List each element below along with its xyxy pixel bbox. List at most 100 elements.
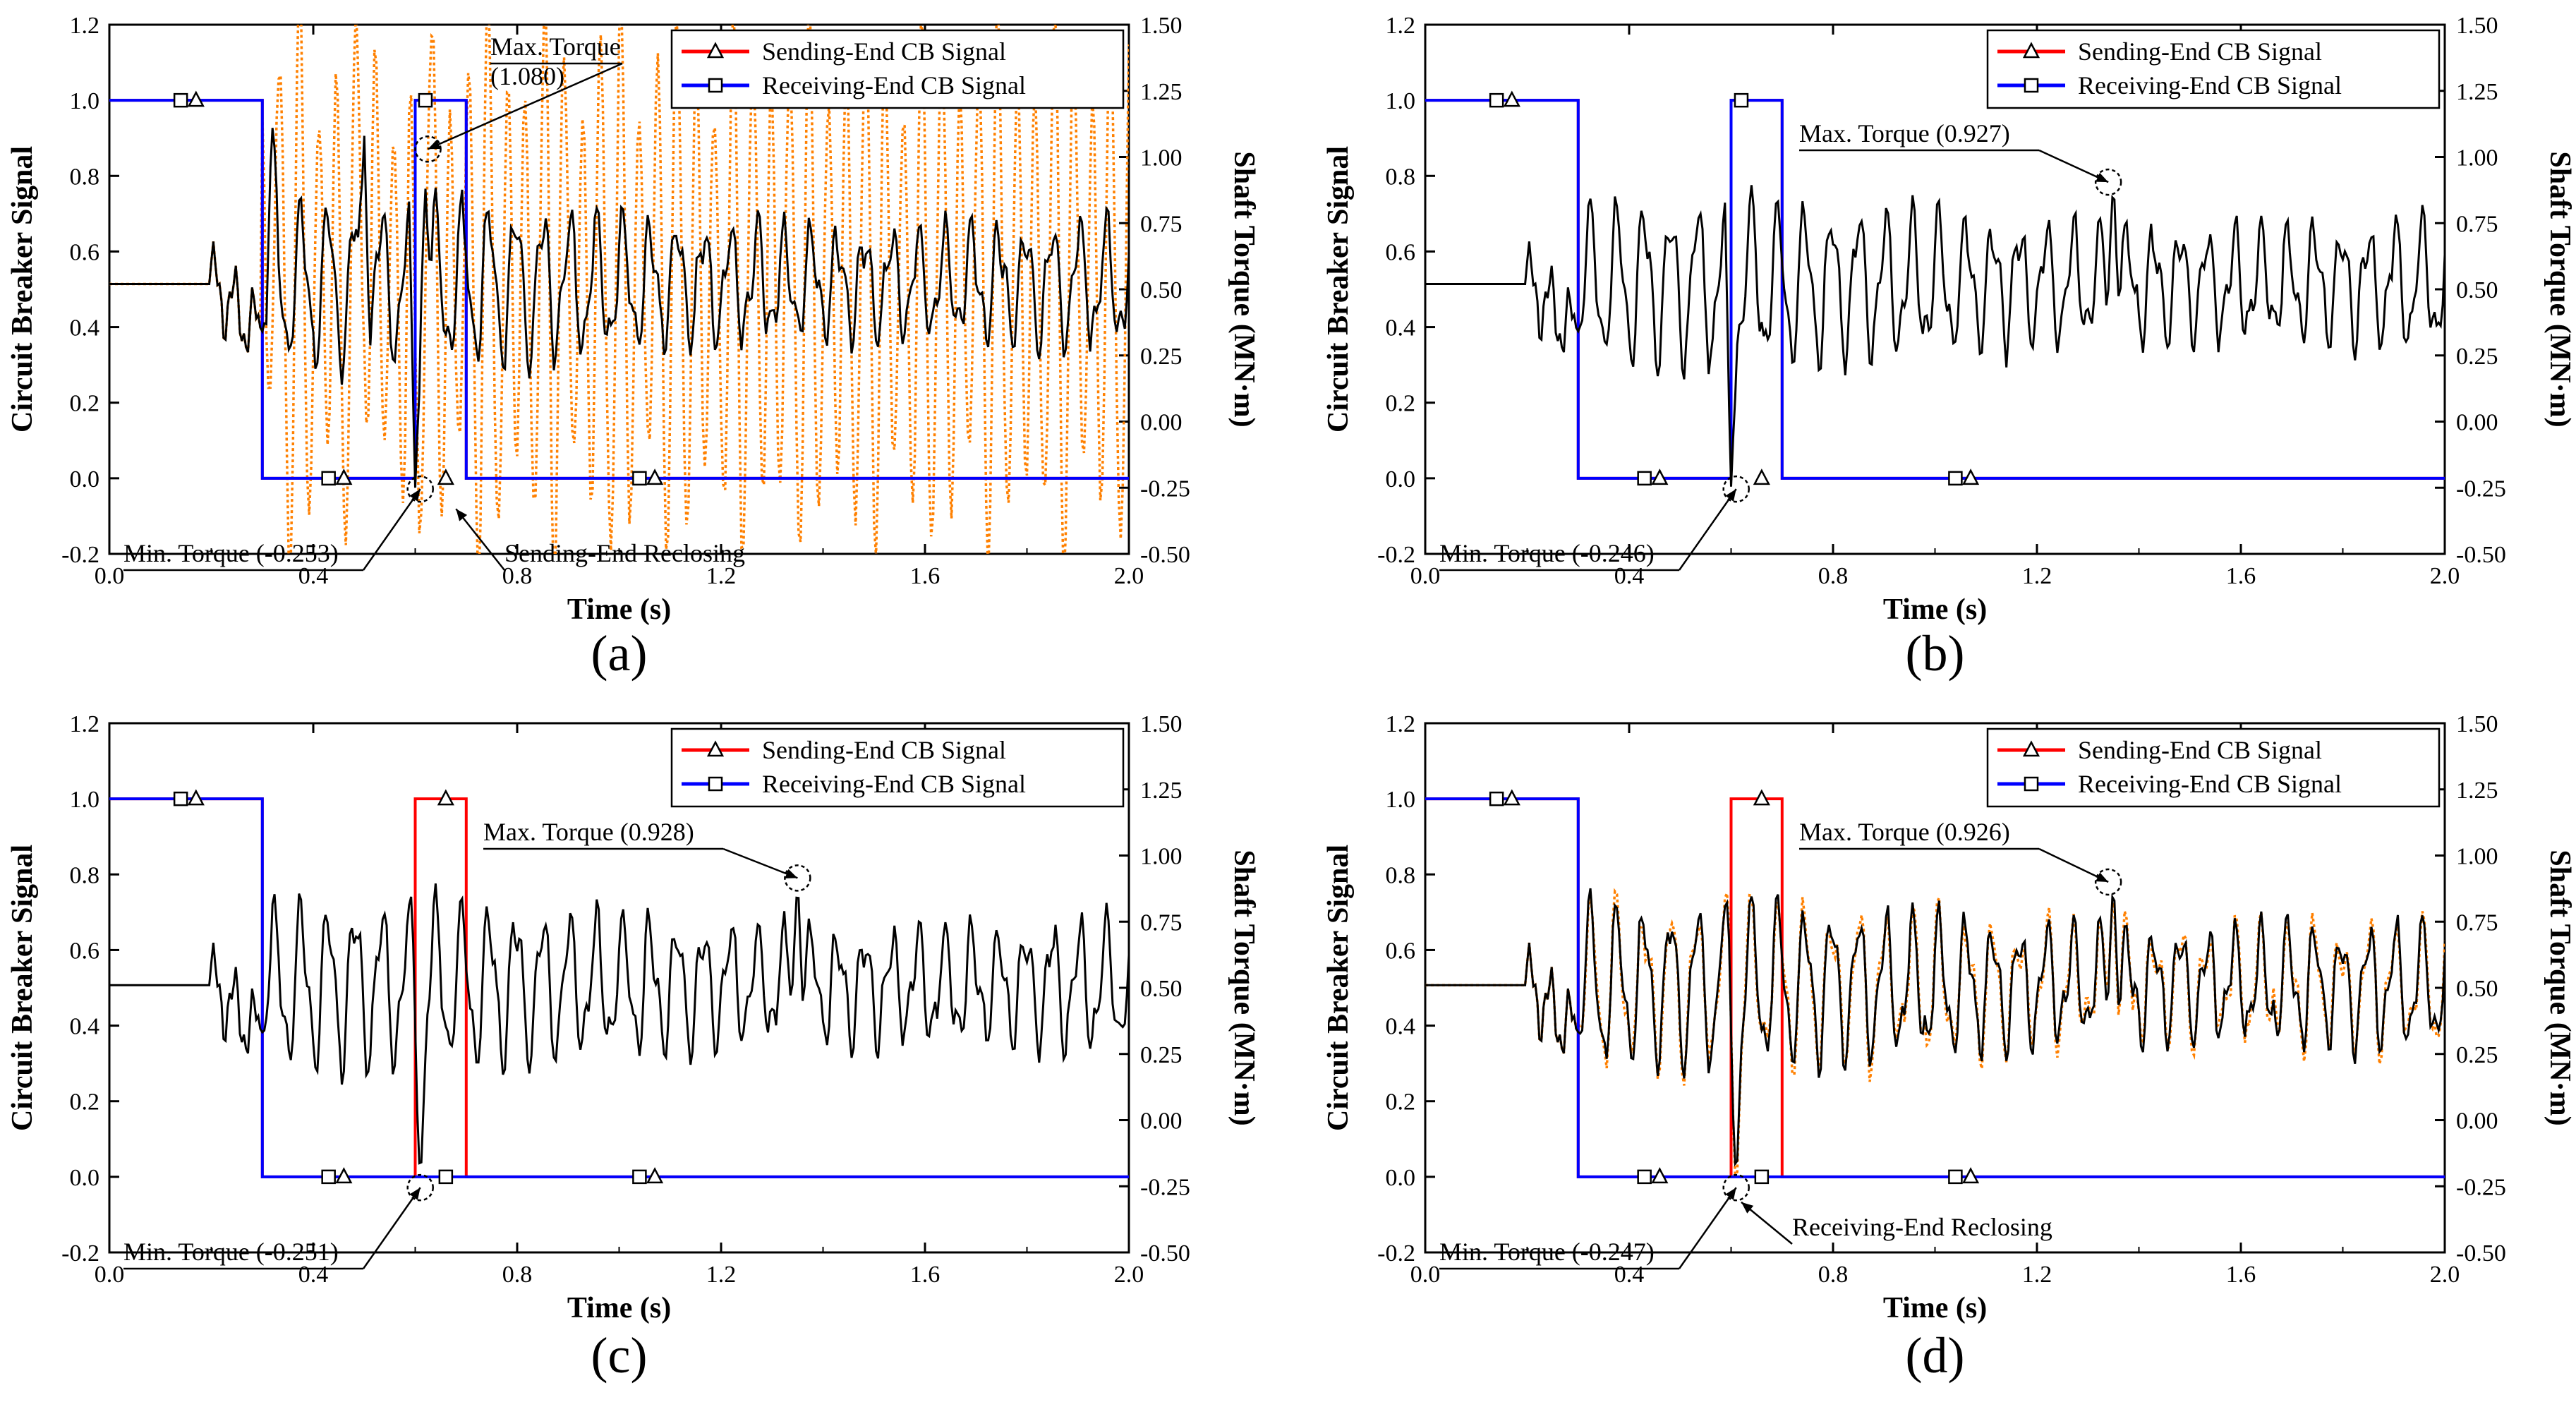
annotation-text: Max. Torque (0.927) [1799, 119, 2010, 147]
annotation-text: Min. Torque (-0.251) [123, 1238, 339, 1266]
y-tick-label: 0.0 [1386, 1165, 1416, 1191]
x-tick-label: 1.6 [2226, 563, 2256, 589]
annotation-arrowhead [2096, 872, 2109, 882]
annotation: Receiving-End Reclosing [1741, 1201, 2052, 1245]
annotation-arrowhead [428, 140, 441, 150]
y-tick-label: 0.2 [1386, 1089, 1416, 1116]
legend-triangle-marker [706, 42, 725, 59]
x-tick-label: 0.8 [1818, 563, 1849, 589]
panel-label: (d) [1906, 1327, 1965, 1384]
x-tick-label: 0.0 [95, 563, 125, 589]
panel-label: (b) [1906, 625, 1965, 682]
x-tick-label: 0.4 [1614, 563, 1645, 589]
annotation-leader [428, 62, 623, 150]
annotation: Min. Torque (-0.253) [123, 475, 434, 572]
x-axis-title: Time (s) [567, 1292, 671, 1324]
receiving-marker [1637, 471, 1652, 486]
x-tick-label: 1.2 [2022, 1262, 2052, 1288]
y-tick-label: 0.4 [70, 1014, 100, 1040]
y-tick-label: 0.6 [70, 938, 100, 964]
sending-marker [1962, 1167, 1980, 1184]
annotation-arrowhead [1725, 1188, 1736, 1200]
y-axis-title: Circuit Breaker Signal [6, 146, 39, 433]
y-tick-label: 0.0 [70, 1165, 100, 1191]
y2-tick-label: 0.25 [1140, 1042, 1183, 1068]
annotation-leader [1678, 488, 1737, 571]
y2-tick-label: 0.25 [1140, 344, 1183, 370]
y2-tick-label: 0.75 [1140, 211, 1183, 237]
legend-box [1986, 727, 2441, 808]
x-tick-label: 0.8 [502, 1262, 533, 1288]
y2-tick-label: -0.50 [2456, 542, 2506, 568]
y-tick-label: 1.2 [1386, 13, 1416, 39]
y-tick-label: 1.2 [1386, 711, 1416, 737]
legend: Sending-End CB Signal Receiving-End CB Si… [670, 727, 1125, 808]
y2-tick-label: -0.50 [2456, 1240, 2506, 1267]
x-tick-label: 0.0 [1410, 563, 1441, 589]
data-area [109, 789, 1129, 1185]
y-tick-label: 1.0 [1386, 88, 1416, 114]
sending-marker [187, 90, 205, 107]
panel-label: (c) [591, 1327, 648, 1384]
annotation-text: (1.080) [490, 62, 564, 90]
x-tick-label: 1.2 [706, 1262, 737, 1288]
y-tick-label: 0.0 [70, 466, 100, 493]
torque-line [109, 883, 1129, 1165]
y2-tick-label: -0.50 [1140, 1240, 1190, 1267]
sending-marker [1962, 469, 1980, 485]
x-tick-label: 1.6 [2226, 1262, 2256, 1288]
receiving-marker [321, 471, 336, 486]
x-tick-label: 2.0 [1114, 1262, 1144, 1288]
y2-tick-label: 0.50 [1140, 976, 1183, 1002]
y2-tick-label: -0.25 [2456, 476, 2506, 502]
y-tick-label: 0.2 [1386, 391, 1416, 417]
chart-panel-2: 0.0 0.4 0.8 1.2 1.6 2.0-0.20.00.20.40.60.81.0… [1322, 13, 2576, 682]
x-tick-label: 0.8 [1818, 1262, 1849, 1288]
sending-marker [335, 1167, 353, 1184]
y2-tick-label: 0.75 [1140, 910, 1183, 936]
annotation-circle [1722, 1173, 1750, 1202]
annotation-text: Max. Torque (0.928) [483, 818, 694, 846]
legend-entry: Receiving-End CB Signal [2078, 71, 2342, 99]
y2-tick-label: 0.25 [2456, 1042, 2498, 1068]
legend: Sending-End CB Signal Receiving-End CB Si… [670, 29, 1125, 109]
receiving-marker [1489, 92, 1504, 108]
x-tick-label: 0.4 [298, 563, 329, 589]
y-tick-label: -0.2 [61, 1240, 99, 1267]
torque-alt-line [109, 25, 1129, 554]
x-tick-label: 1.2 [706, 563, 737, 589]
annotation-arrowhead [2096, 172, 2109, 183]
legend-triangle-marker [2022, 740, 2040, 757]
annotation-circle [414, 135, 442, 163]
legend-box [670, 727, 1125, 808]
sending-marker [1651, 1167, 1669, 1184]
y-tick-label: 1.2 [70, 13, 100, 39]
x-tick-label: 1.6 [910, 563, 941, 589]
annotation: Sending-End Reclosing [455, 508, 745, 571]
receiving-marker [632, 1169, 647, 1185]
torque-line [109, 128, 1129, 488]
legend-square-marker [708, 78, 723, 93]
y-tick-label: 0.8 [70, 164, 100, 190]
y-tick-label: -0.2 [61, 542, 99, 568]
receiving-marker [438, 1169, 454, 1185]
y-tick-label: 1.0 [1386, 787, 1416, 813]
annotation-arrowhead [1725, 489, 1736, 502]
y-tick-label: -0.2 [1377, 542, 1415, 568]
y-tick-label: 0.2 [70, 391, 100, 417]
y2-tick-label: 0.50 [1140, 277, 1183, 303]
legend-entry: Receiving-End CB Signal [762, 770, 1026, 798]
receiving-marker [1948, 1169, 1963, 1185]
annotation: Max. Torque (0.926) [1799, 818, 2122, 896]
y-tick-label: 0.6 [1386, 239, 1416, 265]
y-tick-label: 0.2 [70, 1089, 100, 1116]
annotation: Min. Torque (-0.247) [1439, 1173, 1750, 1270]
y2-tick-label: 1.00 [1140, 844, 1183, 870]
annotation-text: Sending-End Reclosing [504, 539, 745, 567]
y2-tick-label: 0.75 [2456, 910, 2498, 936]
annotation-text: Max. Torque (0.926) [1799, 818, 2010, 846]
annotation-circle [784, 864, 811, 892]
annotation-circle [2094, 168, 2122, 196]
x-tick-label: 2.0 [1114, 563, 1144, 589]
